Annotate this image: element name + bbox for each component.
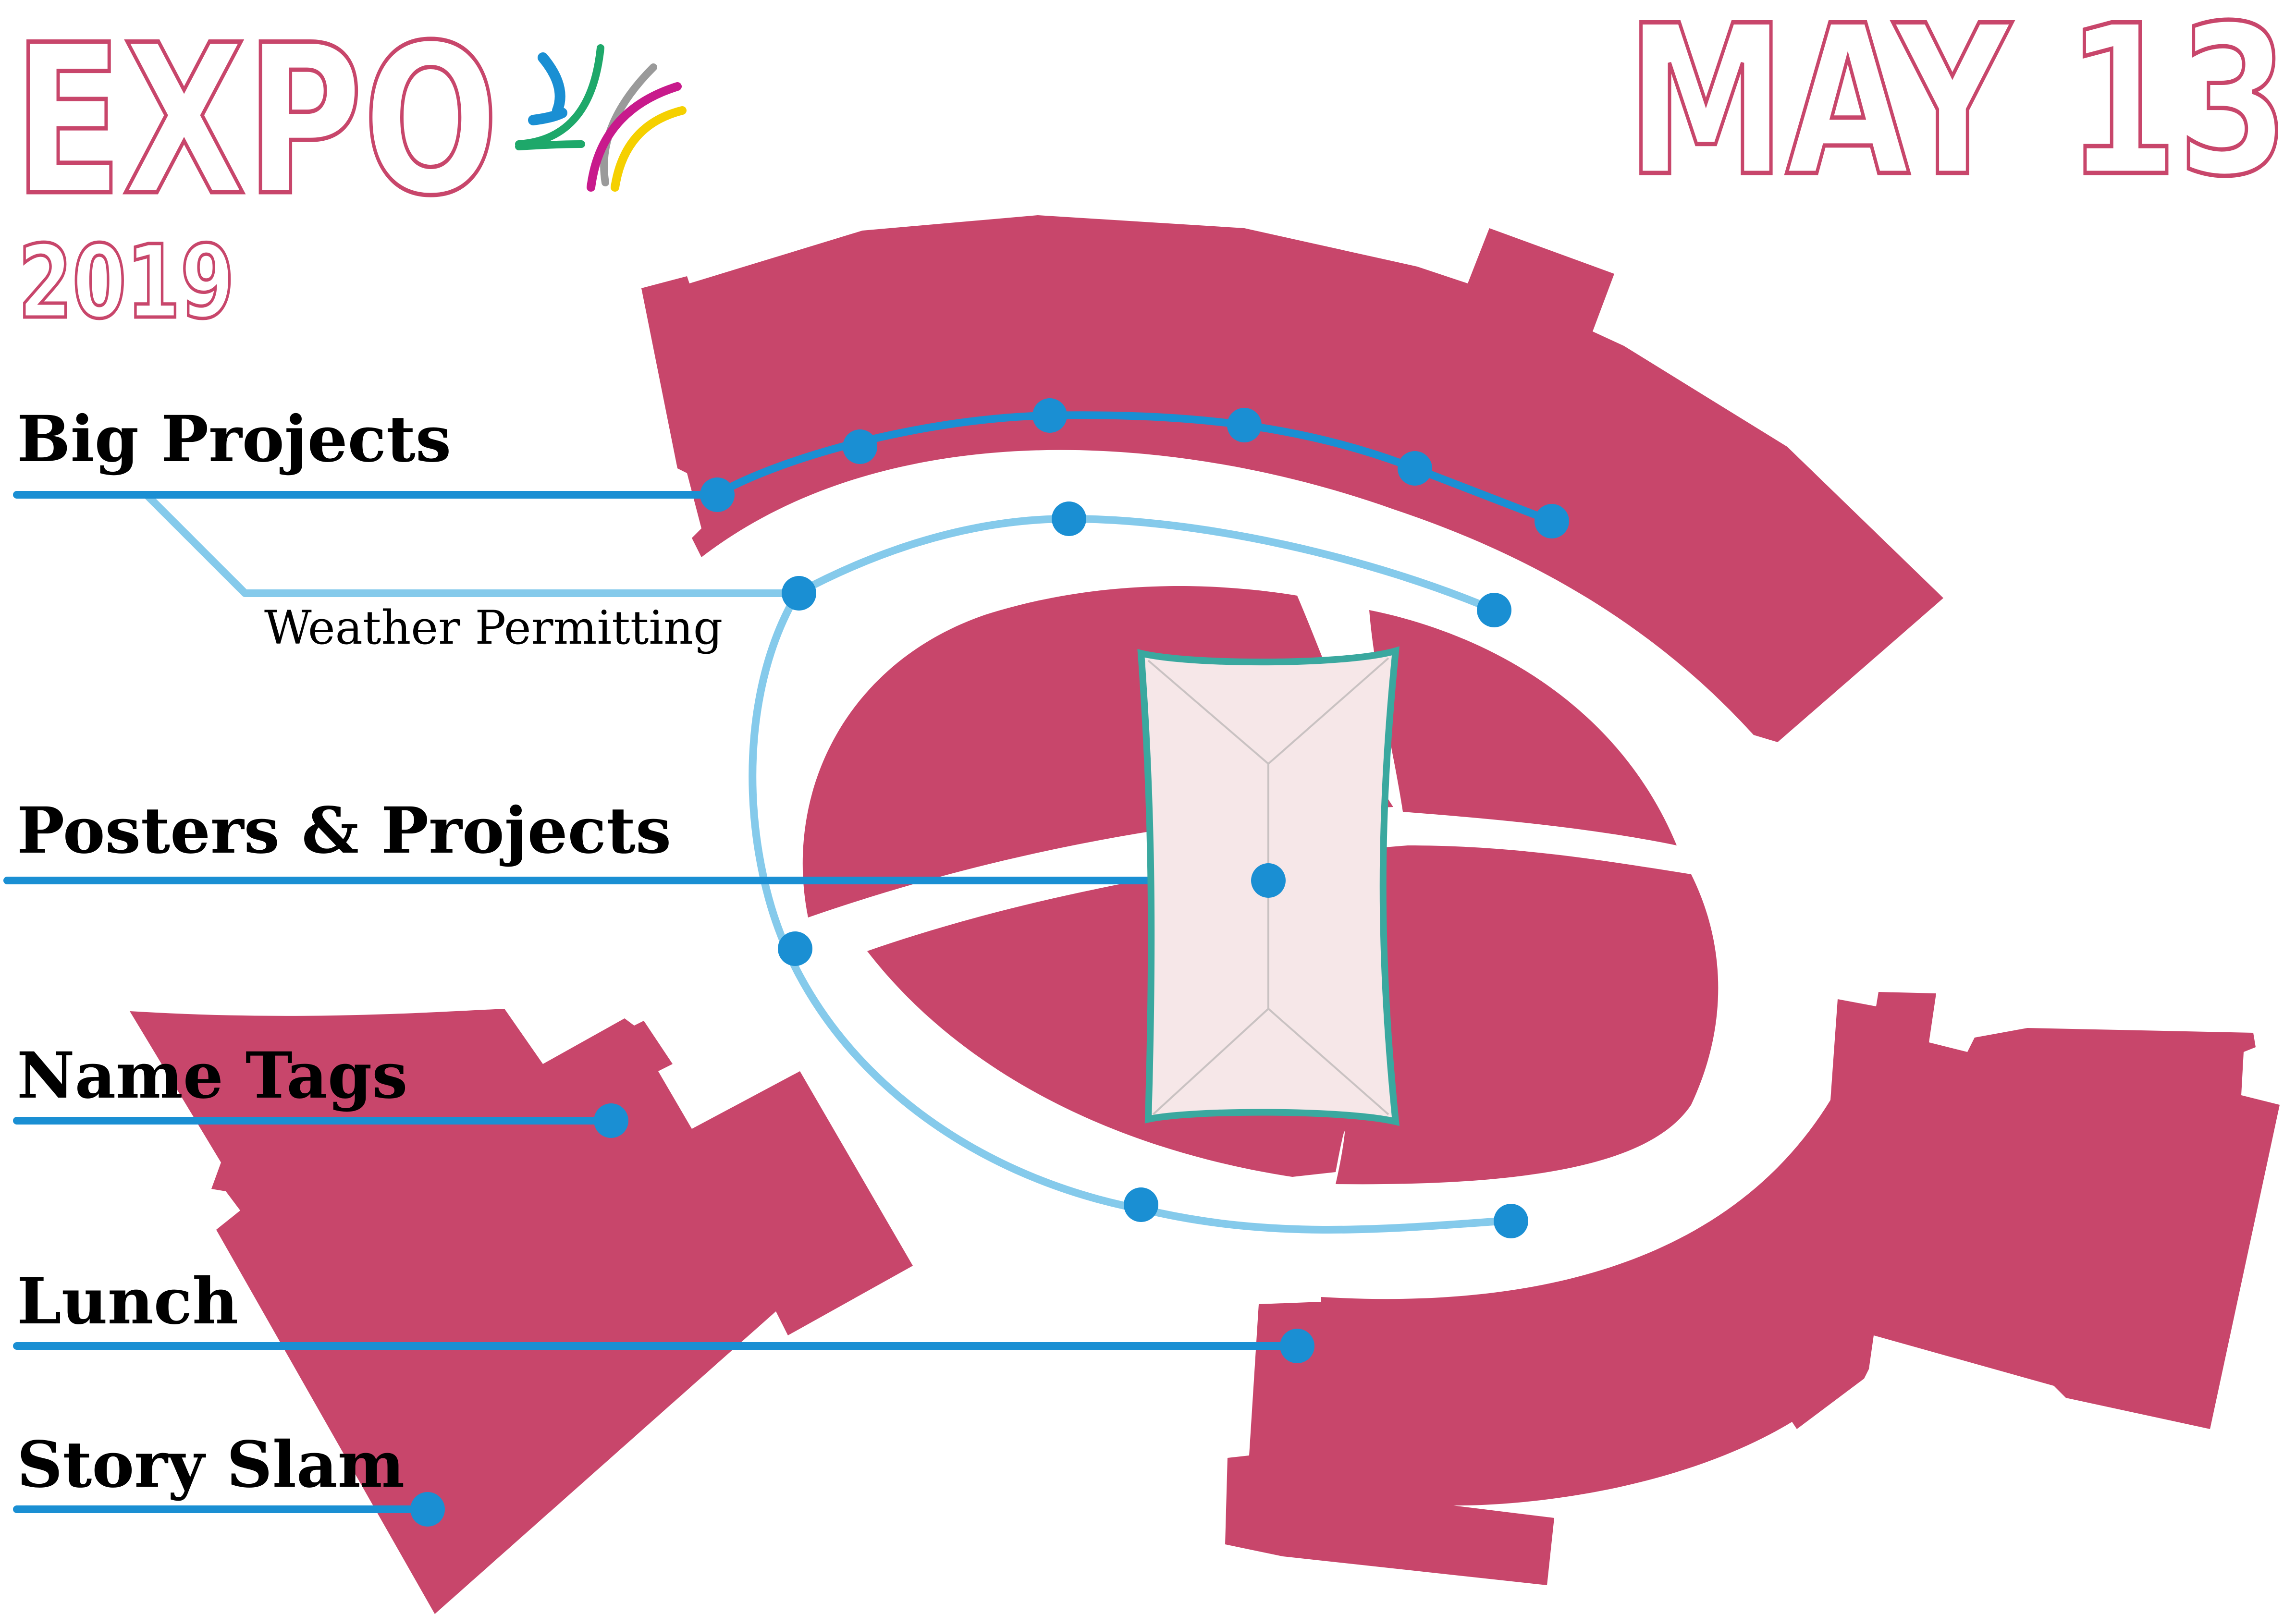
dot-icon[interactable] bbox=[778, 931, 812, 966]
dot-icon[interactable] bbox=[1280, 1329, 1314, 1363]
logo-stroke-blue-2 bbox=[528, 108, 567, 125]
logo-stroke-yellow bbox=[611, 106, 687, 192]
logo-stroke-green-2 bbox=[515, 140, 585, 150]
dot-icon[interactable] bbox=[1494, 1204, 1528, 1238]
label-weather-permitting: Weather Permitting bbox=[264, 601, 723, 655]
building-north-arc bbox=[641, 215, 1943, 742]
expo-burst-logo-icon bbox=[515, 44, 687, 192]
event-date: MAY 13 bbox=[1626, 0, 2289, 222]
dot-icon[interactable] bbox=[594, 1103, 628, 1138]
building-center-upper-right bbox=[1369, 610, 1677, 845]
route-loop-secondary bbox=[749, 515, 1517, 1234]
dot-icon[interactable] bbox=[1477, 593, 1511, 627]
building-south-west bbox=[130, 1009, 913, 1614]
building-south-east bbox=[1225, 992, 2280, 1585]
dot-icon[interactable] bbox=[1227, 408, 1262, 442]
dot-icon[interactable] bbox=[843, 429, 877, 464]
dot-icon[interactable] bbox=[1398, 451, 1432, 486]
label-name-tags[interactable]: Name Tags bbox=[17, 1039, 408, 1113]
dot-icon[interactable] bbox=[1032, 398, 1067, 433]
stop-markers bbox=[410, 398, 1569, 1527]
dot-icon[interactable] bbox=[782, 576, 816, 611]
dot-icon[interactable] bbox=[1124, 1187, 1158, 1222]
label-lunch[interactable]: Lunch bbox=[17, 1264, 238, 1339]
dot-icon[interactable] bbox=[700, 477, 735, 512]
logo-stroke-magenta bbox=[587, 82, 682, 192]
label-story-slam[interactable]: Story Slam bbox=[17, 1428, 405, 1502]
dot-icon[interactable] bbox=[1251, 863, 1286, 898]
logo-stroke-blue bbox=[538, 52, 565, 116]
expo-year: 2019 bbox=[18, 223, 234, 341]
expo-title: EXPO bbox=[13, 1, 499, 241]
logo-stroke-green bbox=[515, 44, 604, 148]
label-big-projects[interactable]: Big Projects bbox=[17, 402, 451, 477]
label-posters-projects[interactable]: Posters & Projects bbox=[17, 794, 671, 868]
dot-icon[interactable] bbox=[1052, 501, 1086, 536]
route-weather-connector bbox=[143, 491, 801, 597]
dot-icon[interactable] bbox=[410, 1492, 445, 1527]
dot-icon[interactable] bbox=[1535, 504, 1569, 538]
